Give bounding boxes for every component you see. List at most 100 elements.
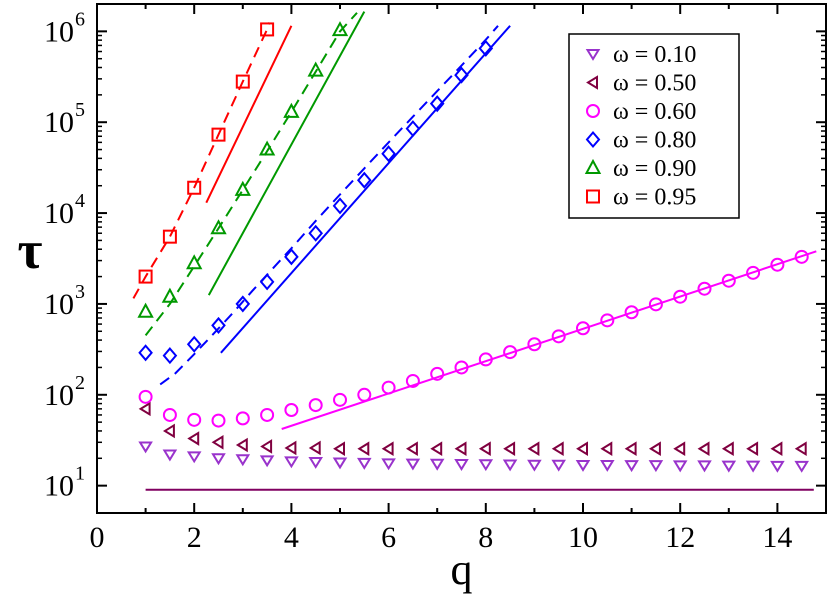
fit-lines-layer <box>132 11 817 491</box>
data-point <box>260 22 275 37</box>
data-point <box>600 459 615 472</box>
y-tick-exponent: 3 <box>75 281 85 303</box>
y-tick-label: 10 <box>44 15 74 48</box>
dashed-fit-line <box>132 22 271 299</box>
data-point <box>381 458 396 471</box>
legend-marker <box>586 75 598 90</box>
data-point <box>211 316 226 334</box>
data-point <box>284 456 299 469</box>
data-point <box>138 344 153 362</box>
data-point <box>137 302 154 318</box>
data-point <box>454 360 469 375</box>
data-point <box>478 39 494 57</box>
x-tick-label: 4 <box>284 521 299 554</box>
data-point <box>138 441 153 454</box>
x-tick-label: 14 <box>762 521 792 554</box>
data-point <box>284 403 299 418</box>
data-point <box>697 441 710 456</box>
data-point <box>381 441 394 456</box>
data-point <box>551 459 566 472</box>
data-point <box>721 273 736 288</box>
data-point <box>770 441 783 456</box>
data-point <box>356 171 372 189</box>
data-point <box>794 460 809 473</box>
data-point <box>430 441 443 456</box>
data-point <box>721 460 737 473</box>
x-tick-label: 6 <box>381 521 396 554</box>
data-point <box>576 321 590 336</box>
data-point <box>503 441 516 456</box>
data-point <box>648 441 661 456</box>
x-tick-label: 8 <box>478 521 493 554</box>
data-point <box>527 459 542 472</box>
data-point <box>186 335 202 353</box>
legend-label: ω = 0.60 <box>613 99 696 125</box>
data-point <box>478 352 493 367</box>
y-tick-exponent: 6 <box>75 8 85 30</box>
data-point <box>235 74 250 89</box>
legend-marker <box>585 49 601 61</box>
data-point <box>357 457 372 470</box>
data-point <box>211 435 224 450</box>
legend-marker <box>584 158 602 174</box>
data-point <box>284 440 297 456</box>
data-point <box>454 459 469 471</box>
data-point <box>161 287 179 303</box>
y-tick-label: 10 <box>44 379 74 412</box>
data-point <box>503 345 518 360</box>
data-point <box>235 437 248 453</box>
y-tick-exponent: 1 <box>75 463 85 485</box>
series-0.90 <box>137 21 349 318</box>
data-point <box>308 224 324 242</box>
data-point <box>333 392 347 407</box>
data-point <box>283 102 300 118</box>
data-point <box>624 441 637 456</box>
legend-label: ω = 0.10 <box>613 42 696 68</box>
data-point <box>211 453 226 466</box>
data-point <box>381 145 396 163</box>
y-tick-label: 10 <box>44 470 74 503</box>
data-point <box>672 460 688 473</box>
data-point <box>162 229 177 244</box>
data-point <box>357 387 372 402</box>
legend-label: ω = 0.80 <box>613 128 696 154</box>
solid-fit-line <box>207 11 366 296</box>
data-point <box>721 441 734 456</box>
data-point <box>234 180 251 196</box>
data-point <box>162 449 178 462</box>
data-point <box>576 441 588 456</box>
data-point <box>673 289 688 304</box>
data-point <box>454 66 469 84</box>
y-tick-label: 10 <box>44 197 74 230</box>
y-axis-label: τ <box>18 220 43 280</box>
data-point <box>332 197 348 215</box>
series-0.10 <box>138 441 809 473</box>
data-point <box>429 458 445 471</box>
y-tick-exponent: 4 <box>75 190 85 212</box>
dashed-fit-line <box>159 25 499 386</box>
y-tick-label: 10 <box>44 106 74 139</box>
data-point <box>162 347 178 365</box>
data-point <box>187 180 202 195</box>
data-point <box>648 460 664 473</box>
y-tick-label: 10 <box>44 288 74 321</box>
series-0.60 <box>138 249 809 428</box>
solid-fit-line <box>281 250 817 430</box>
data-point <box>138 269 153 284</box>
data-point <box>770 257 785 272</box>
data-point <box>478 441 491 456</box>
data-point <box>187 412 202 427</box>
legend-marker <box>586 104 600 118</box>
data-point <box>235 295 251 313</box>
data-point <box>258 140 276 156</box>
data-point <box>381 380 396 395</box>
data-point <box>745 460 761 473</box>
data-markers-layer <box>137 21 809 473</box>
data-point <box>478 459 494 472</box>
data-point <box>405 441 418 456</box>
data-point <box>673 441 686 456</box>
data-point <box>527 441 540 456</box>
data-point <box>162 423 175 439</box>
